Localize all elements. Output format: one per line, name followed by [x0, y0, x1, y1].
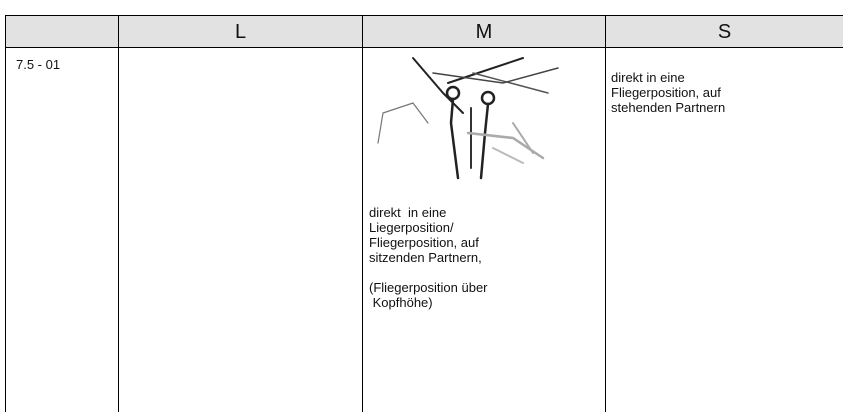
sketch-image	[377, 57, 559, 180]
header-text: L	[234, 21, 247, 43]
text-line: stehenden Partnern	[611, 100, 726, 115]
text-line: sitzenden Partnern,	[369, 250, 482, 265]
paragraph: (Fliegerposition über Kopfhöhe)	[369, 280, 605, 310]
m-text: direkt in eine Liegerposition/Fliegerposi…	[369, 205, 605, 310]
header-text: S	[717, 21, 732, 43]
m-cell: direkt in eine Liegerposition/Fliegerposi…	[362, 48, 605, 412]
header-cell: L	[118, 15, 362, 48]
s-cell: direkt in eine Fliegerposition, auf stehen…	[605, 48, 843, 412]
row-label-cell: 7.5 - 01	[5, 48, 118, 412]
paragraph: direkt in eine Liegerposition/Fliegerposi…	[369, 205, 605, 265]
row-label: 7.5 - 01	[16, 57, 61, 72]
s-text: direkt in eine Fliegerposition, auf stehen…	[611, 70, 843, 115]
text-line: Fliegerposition, auf	[369, 235, 479, 250]
text-line: (Fliegerposition über	[369, 280, 488, 295]
header-text: M	[475, 21, 493, 43]
header-cell-empty	[5, 15, 118, 48]
text-line: Liegerposition/	[369, 220, 454, 235]
text-line: direkt in eine	[611, 70, 685, 85]
l-cell	[118, 48, 362, 412]
text-line: Kopfhöhe)	[369, 295, 433, 310]
text-line: direkt in eine	[369, 205, 447, 220]
header-cell: M	[362, 15, 605, 48]
header-cell: S	[605, 15, 843, 48]
text-line: Fliegerposition, auf	[611, 85, 721, 100]
